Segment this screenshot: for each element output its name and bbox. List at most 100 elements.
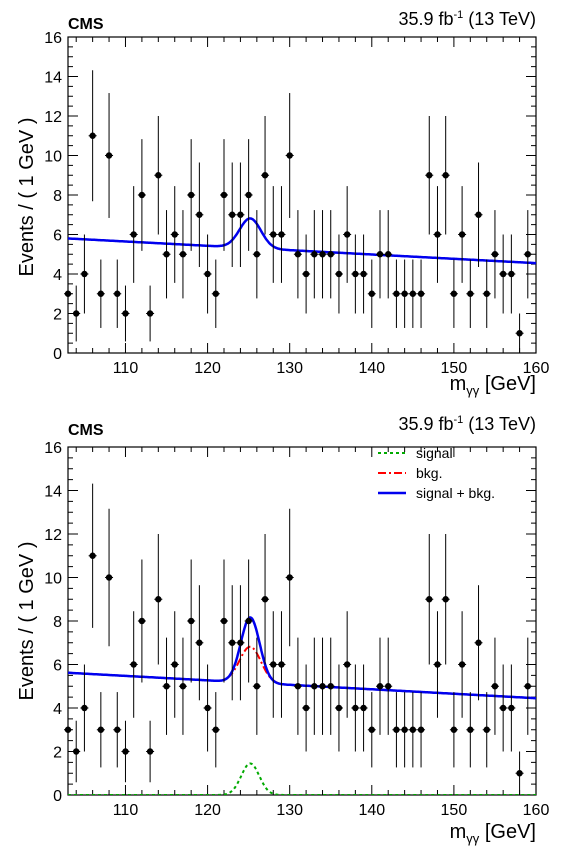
- data-point: [64, 290, 72, 297]
- data-point: [327, 251, 334, 258]
- y-tick-label: 16: [44, 440, 62, 457]
- data-point: [73, 310, 80, 317]
- data-point: [360, 270, 367, 278]
- y-tick-label: 8: [53, 188, 62, 205]
- data-point: [229, 211, 236, 218]
- data-point: [220, 617, 228, 625]
- data-point: [376, 683, 384, 690]
- data-point: [409, 290, 417, 297]
- data-point: [196, 639, 203, 646]
- data-point: [417, 726, 425, 733]
- top-panel: CMS 35.9 fb-1 (13 TeV) Events / ( 1 GeV …: [16, 9, 549, 398]
- luminosity-label: 35.9 fb-1 (13 TeV): [398, 9, 536, 29]
- data-point: [270, 231, 277, 238]
- data-point: [97, 726, 105, 733]
- data-point: [327, 683, 334, 690]
- data-point: [458, 661, 466, 668]
- data-point: [516, 770, 523, 777]
- data-point: [146, 748, 154, 755]
- data-point: [393, 290, 400, 297]
- data-point: [483, 726, 490, 733]
- data-point: [508, 704, 515, 712]
- cms-label: CMS: [68, 422, 104, 439]
- data-point: [171, 231, 178, 238]
- x-axis-label: mγγ [GeV]: [450, 821, 536, 846]
- data-point: [270, 661, 277, 668]
- y-tick-label: 4: [53, 701, 62, 718]
- data-point: [253, 251, 261, 258]
- data-point: [442, 596, 449, 603]
- data-point: [171, 661, 178, 668]
- y-tick-label: 0: [53, 788, 62, 805]
- data-point: [467, 726, 474, 733]
- data-point: [187, 191, 195, 199]
- y-axis-label: Events / ( 1 GeV ): [16, 118, 38, 277]
- data-point: [376, 251, 384, 258]
- data-point: [138, 191, 146, 199]
- data-point: [89, 552, 96, 559]
- data-point: [343, 231, 351, 238]
- y-tick-label: 10: [44, 149, 62, 166]
- data-point: [81, 270, 88, 278]
- curve-signal-bkg: [68, 217, 536, 265]
- data-point: [319, 251, 326, 258]
- data-point: [352, 270, 359, 278]
- data-point: [245, 617, 252, 625]
- data-point: [385, 251, 392, 258]
- data-point: [155, 596, 162, 603]
- x-tick-label: 110: [113, 360, 139, 377]
- data-point: [302, 704, 310, 712]
- x-tick-label: 120: [194, 360, 221, 377]
- data-point: [220, 191, 228, 199]
- data-point: [409, 726, 417, 733]
- data-point: [352, 704, 359, 712]
- data-point: [401, 726, 408, 733]
- data-point: [261, 596, 269, 603]
- x-tick-label: 150: [441, 360, 468, 377]
- x-tick-label: 130: [276, 802, 303, 819]
- data-point: [499, 270, 507, 278]
- data-point: [179, 251, 187, 258]
- data-point: [426, 172, 433, 179]
- x-tick-label: 130: [276, 360, 303, 377]
- data-point: [163, 683, 170, 690]
- data-point: [360, 704, 367, 712]
- data-point: [426, 596, 433, 603]
- data-point: [491, 683, 499, 690]
- data-point: [311, 683, 318, 690]
- x-tick-label: 120: [194, 802, 221, 819]
- data-point: [89, 132, 96, 139]
- data-point: [516, 330, 523, 337]
- y-axis-label: Events / ( 1 GeV ): [16, 542, 38, 701]
- x-tick-label: 140: [358, 802, 385, 819]
- data-point: [311, 251, 318, 258]
- data-point: [393, 726, 400, 733]
- data-point: [335, 270, 343, 278]
- data-point: [204, 270, 211, 278]
- data-point: [212, 290, 219, 297]
- data-point: [294, 251, 302, 258]
- curve-bkg: [68, 645, 536, 700]
- luminosity-label: 35.9 fb-1 (13 TeV): [398, 414, 536, 434]
- data-point: [73, 748, 80, 755]
- y-tick-label: 12: [44, 109, 62, 126]
- x-tick-label: 150: [441, 802, 468, 819]
- bottom-panel: CMS 35.9 fb-1 (13 TeV) Events / ( 1 GeV …: [16, 414, 549, 846]
- data-point: [155, 172, 162, 179]
- data-point: [442, 172, 449, 179]
- cms-label: CMS: [68, 16, 104, 33]
- x-axis-label: mγγ [GeV]: [450, 373, 536, 398]
- data-point: [434, 231, 441, 238]
- y-tick-label: 6: [53, 658, 62, 675]
- data-point: [64, 726, 72, 733]
- curve-signal: [68, 762, 536, 795]
- data-point: [450, 290, 458, 297]
- data-point: [417, 290, 425, 297]
- data-point: [196, 211, 203, 218]
- data-point: [278, 231, 285, 238]
- data-point: [204, 704, 211, 712]
- data-point: [253, 683, 261, 690]
- y-tick-label: 6: [53, 228, 62, 245]
- data-point: [105, 152, 113, 159]
